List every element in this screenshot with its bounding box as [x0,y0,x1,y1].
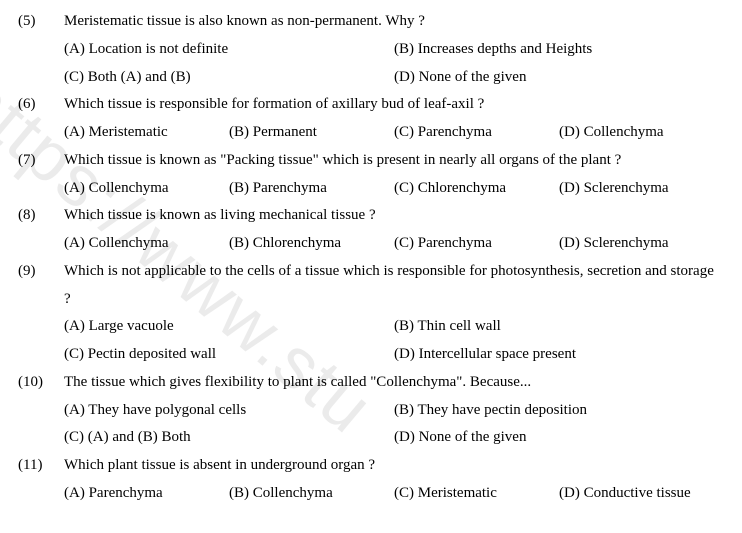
question-block: (11) Which plant tissue is absent in und… [18,452,724,508]
option-row: (A) Meristematic (B) Permanent (C) Paren… [64,119,724,147]
question-block: (8) Which tissue is known as living mech… [18,202,724,258]
option-a: (A) Collenchyma [64,230,229,258]
option-b: (B) They have pectin deposition [394,397,724,425]
option-c: (C) Parenchyma [394,230,559,258]
question-body: Meristematic tissue is also known as non… [64,8,724,91]
question-number: (10) [18,369,64,452]
question-block: (6) Which tissue is responsible for form… [18,91,724,147]
question-number: (8) [18,202,64,258]
question-text: Which is not applicable to the cells of … [64,258,724,314]
option-row: (A) Collenchyma (B) Chlorenchyma (C) Par… [64,230,724,258]
option-b: (B) Thin cell wall [394,313,724,341]
question-body: Which tissue is known as living mechanic… [64,202,724,258]
question-text: Which plant tissue is absent in undergro… [64,452,724,480]
option-a: (A) They have polygonal cells [64,397,394,425]
option-d: (D) Sclerenchyma [559,230,724,258]
option-row: (A) They have polygonal cells (B) They h… [64,397,724,425]
question-text: Which tissue is known as living mechanic… [64,202,724,230]
question-number: (9) [18,258,64,369]
option-d: (D) Conductive tissue [559,480,724,508]
option-d: (D) Collenchyma [559,119,724,147]
questions-container: (5) Meristematic tissue is also known as… [18,8,724,508]
option-a: (A) Large vacuole [64,313,394,341]
option-c: (C) Parenchyma [394,119,559,147]
option-a: (A) Parenchyma [64,480,229,508]
option-b: (B) Collenchyma [229,480,394,508]
question-text: Which tissue is responsible for formatio… [64,91,724,119]
option-b: (B) Increases depths and Heights [394,36,724,64]
question-number: (6) [18,91,64,147]
option-row: (A) Parenchyma (B) Collenchyma (C) Meris… [64,480,724,508]
question-body: The tissue which gives flexibility to pl… [64,369,724,452]
question-text: Which tissue is known as "Packing tissue… [64,147,724,175]
option-d: (D) None of the given [394,424,724,452]
option-b: (B) Chlorenchyma [229,230,394,258]
option-a: (A) Meristematic [64,119,229,147]
question-block: (5) Meristematic tissue is also known as… [18,8,724,91]
question-block: (9) Which is not applicable to the cells… [18,258,724,369]
option-b: (B) Parenchyma [229,175,394,203]
option-c: (C) (A) and (B) Both [64,424,394,452]
option-c: (C) Meristematic [394,480,559,508]
option-c: (C) Pectin deposited wall [64,341,394,369]
option-row: (A) Large vacuole (B) Thin cell wall [64,313,724,341]
option-c: (C) Chlorenchyma [394,175,559,203]
question-number: (11) [18,452,64,508]
question-body: Which tissue is responsible for formatio… [64,91,724,147]
option-d: (D) None of the given [394,64,724,92]
option-d: (D) Sclerenchyma [559,175,724,203]
question-number: (5) [18,8,64,91]
option-b: (B) Permanent [229,119,394,147]
option-row: (C) Pectin deposited wall (D) Intercellu… [64,341,724,369]
question-block: (7) Which tissue is known as "Packing ti… [18,147,724,203]
option-a: (A) Collenchyma [64,175,229,203]
option-row: (A) Location is not definite (B) Increas… [64,36,724,64]
option-row: (C) Both (A) and (B) (D) None of the giv… [64,64,724,92]
question-text: Meristematic tissue is also known as non… [64,8,724,36]
question-body: Which plant tissue is absent in undergro… [64,452,724,508]
option-c: (C) Both (A) and (B) [64,64,394,92]
option-a: (A) Location is not definite [64,36,394,64]
option-row: (A) Collenchyma (B) Parenchyma (C) Chlor… [64,175,724,203]
question-number: (7) [18,147,64,203]
question-body: Which is not applicable to the cells of … [64,258,724,369]
question-block: (10) The tissue which gives flexibility … [18,369,724,452]
question-text: The tissue which gives flexibility to pl… [64,369,724,397]
option-row: (C) (A) and (B) Both (D) None of the giv… [64,424,724,452]
question-body: Which tissue is known as "Packing tissue… [64,147,724,203]
option-d: (D) Intercellular space present [394,341,724,369]
